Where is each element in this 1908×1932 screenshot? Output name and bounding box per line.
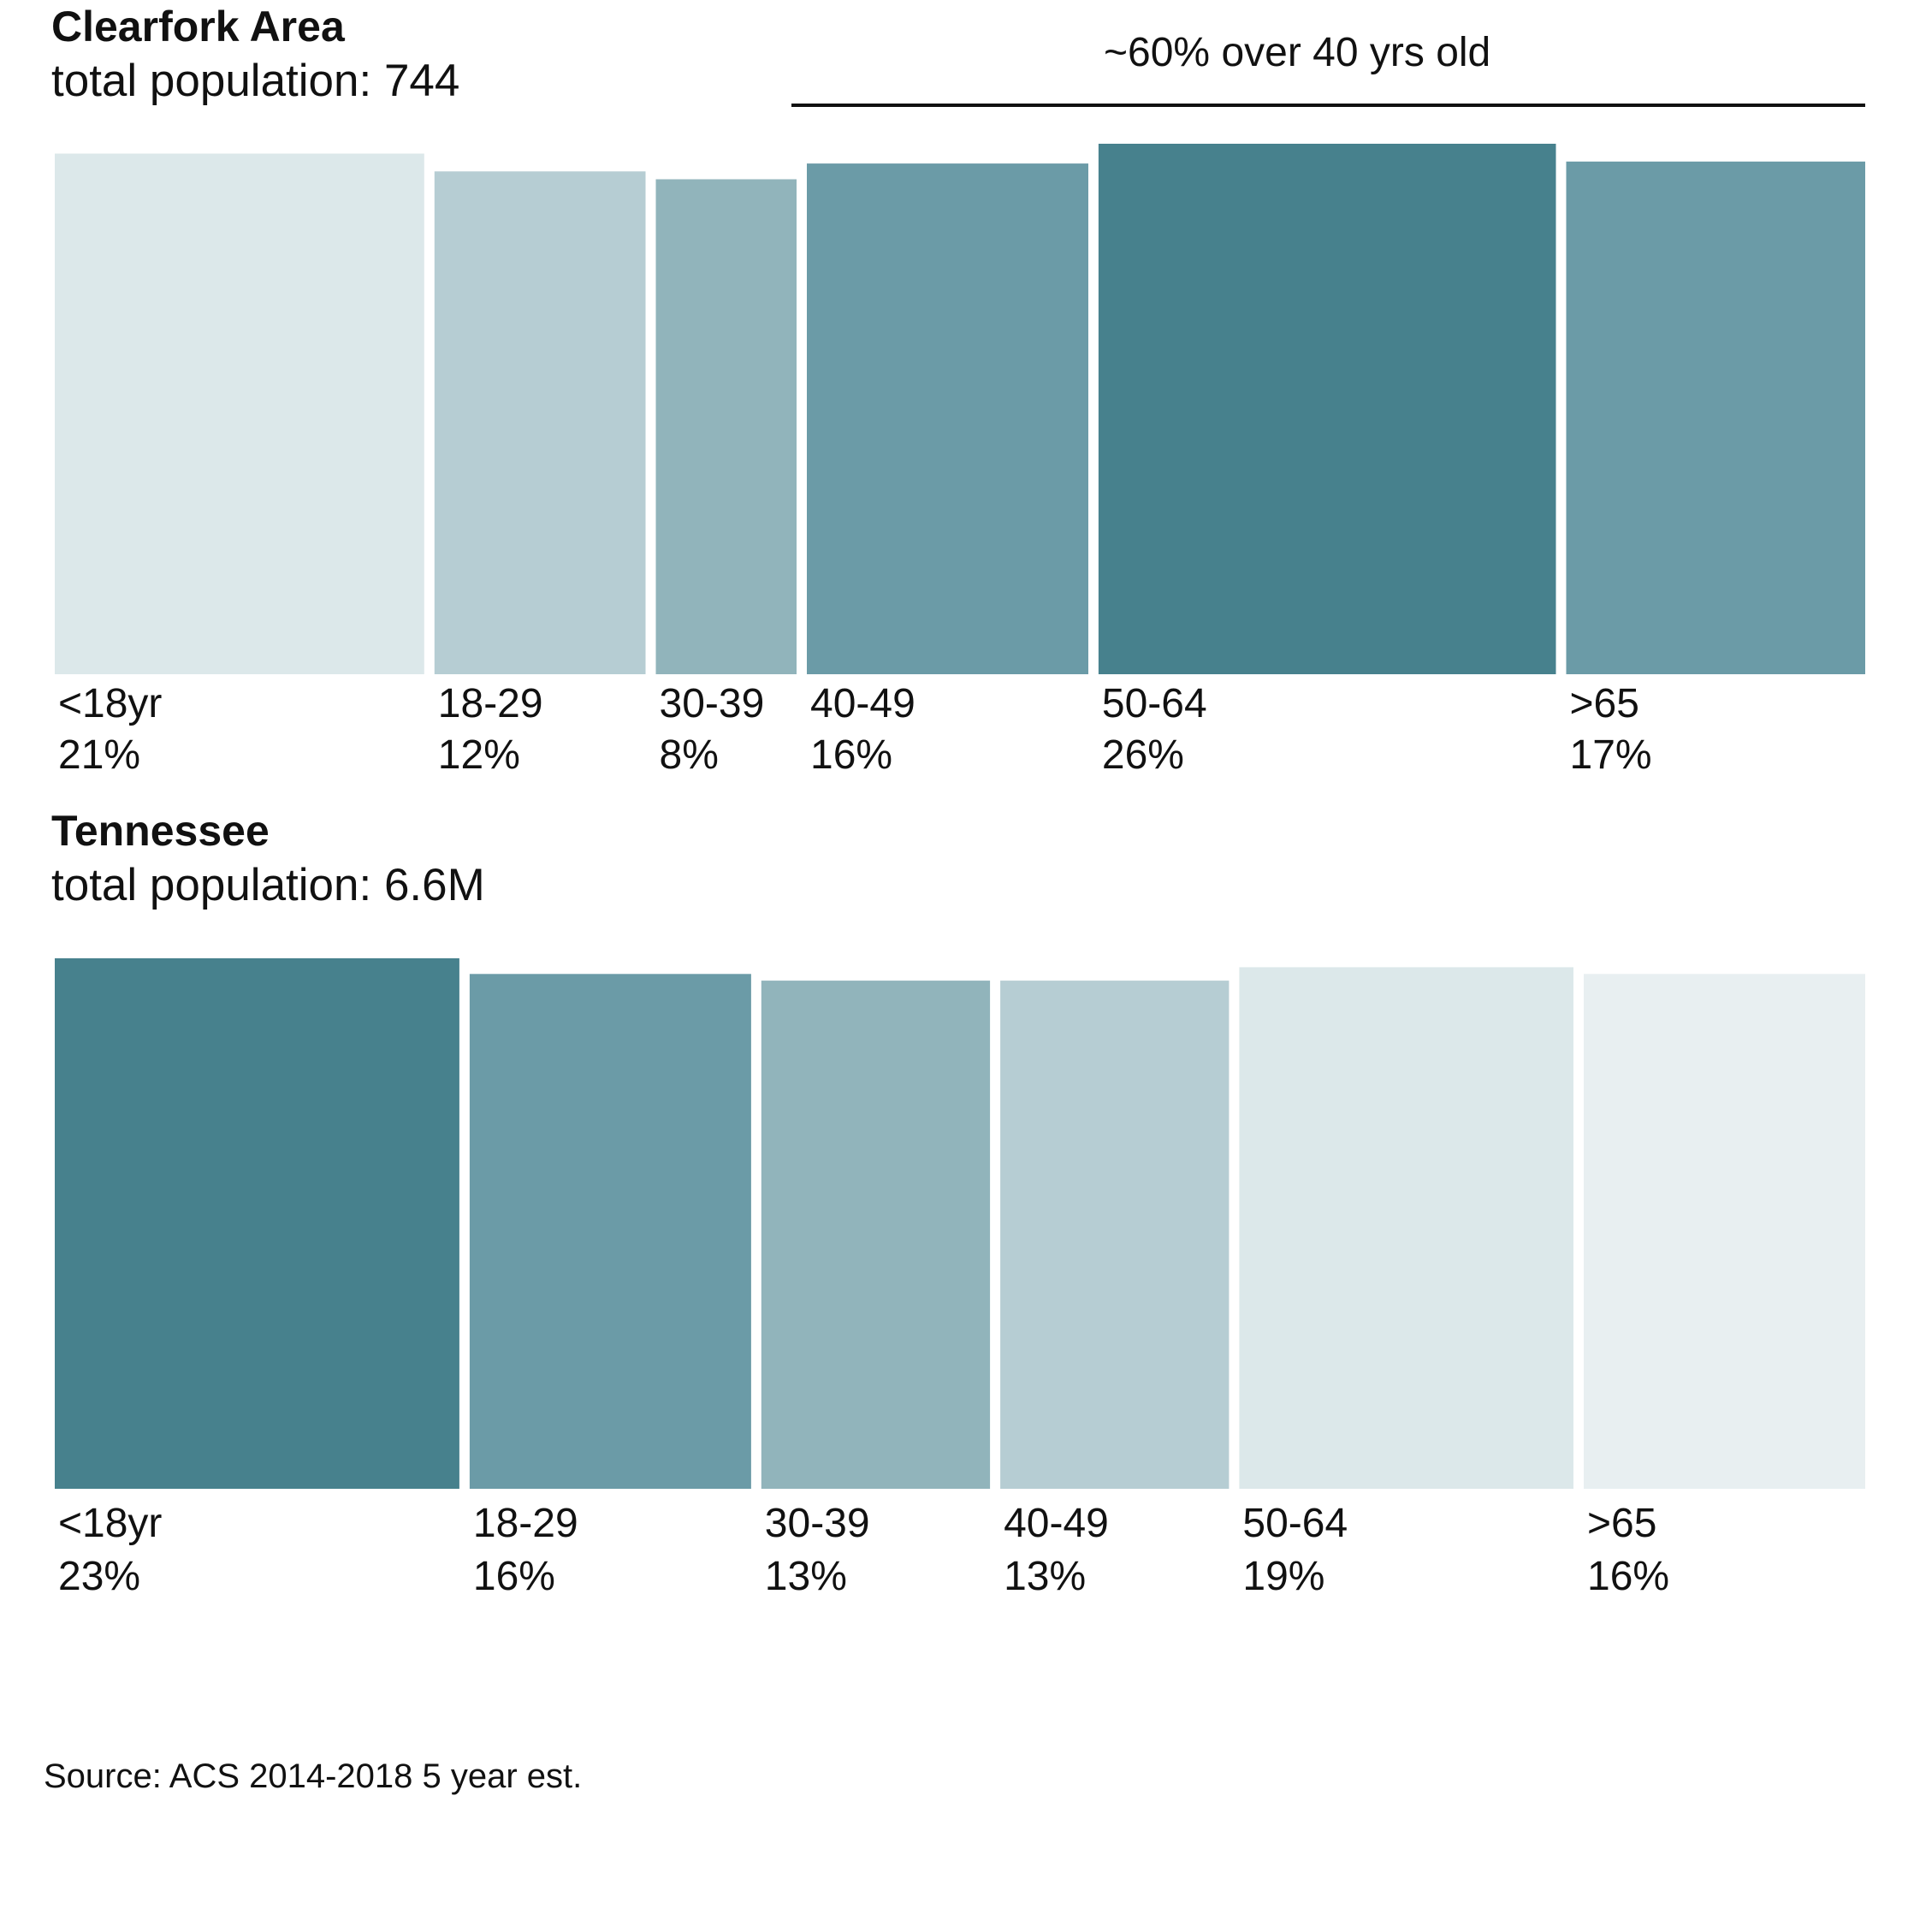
chart-1-category-label-0: <18yr: [58, 681, 162, 726]
chart-1-value-label-4: 26%: [1102, 732, 1184, 778]
chart-1-subtitle: total population: 744: [51, 56, 460, 106]
chart-2-category-label-4: 50-64: [1242, 1501, 1348, 1546]
chart-1-bar-5: [1566, 161, 1865, 675]
chart-2-plot: <18yr 23% 18-29 16% 30-39 13% 40-49 13% 50-64 19%…: [55, 958, 1865, 1599]
chart-1-annotation-line: [791, 104, 1865, 107]
chart-2-value-label-5: 16%: [1587, 1554, 1669, 1599]
chart-2-bar-3: [1000, 981, 1230, 1489]
chart-2-category-label-0: <18yr: [58, 1501, 162, 1546]
chart-1-plot: <18yr 21% 18-29 12% 30-39 8% 40-49 16% 50-64 26% >…: [55, 144, 1865, 778]
chart-2-value-label-2: 13%: [765, 1554, 847, 1599]
chart-2-bar-2: [761, 981, 991, 1489]
chart-1-value-label-2: 8%: [660, 732, 719, 778]
chart-1-bar-3: [807, 163, 1088, 675]
chart-1-bar-0: [55, 153, 424, 674]
source-note: Source: ACS 2014-2018 5 year est.: [44, 1757, 583, 1795]
chart-2-bar-5: [1584, 974, 1865, 1489]
chart-1-bar-2: [655, 179, 797, 674]
chart-1-value-label-5: 17%: [1570, 732, 1652, 778]
chart-1-category-label-1: 18-29: [438, 681, 543, 726]
chart-2-category-label-3: 40-49: [1004, 1501, 1109, 1546]
chart-1-category-label-4: 50-64: [1102, 681, 1207, 726]
chart-1-bar-1: [434, 171, 646, 675]
chart-1-value-label-0: 21%: [58, 732, 140, 778]
chart-1-category-label-5: >65: [1570, 681, 1639, 726]
chart-2-title: Tennessee: [51, 807, 270, 855]
chart-2-bar-0: [55, 958, 459, 1489]
chart-1-bar-4: [1098, 144, 1556, 674]
chart-2-bar-4: [1239, 967, 1573, 1489]
chart-2-value-label-0: 23%: [58, 1554, 140, 1599]
chart-2-bar-1: [469, 974, 751, 1489]
chart-2-value-label-1: 16%: [473, 1554, 555, 1599]
chart-2-value-label-3: 13%: [1004, 1554, 1086, 1599]
chart-1-value-label-3: 16%: [810, 732, 892, 778]
chart-1-category-label-3: 40-49: [810, 681, 915, 726]
chart-2-category-label-1: 18-29: [473, 1501, 578, 1546]
chart-1-value-label-1: 12%: [438, 732, 520, 778]
chart-2-category-label-5: >65: [1587, 1501, 1656, 1546]
chart-2-subtitle: total population: 6.6M: [51, 860, 485, 910]
chart-2-category-label-2: 30-39: [765, 1501, 870, 1546]
chart-2-value-label-4: 19%: [1242, 1554, 1324, 1599]
chart-1-category-label-2: 30-39: [660, 681, 765, 726]
chart-1-annotation: ~60% over 40 yrs old: [1104, 30, 1491, 75]
chart-1-title: Clearfork Area: [51, 3, 345, 50]
